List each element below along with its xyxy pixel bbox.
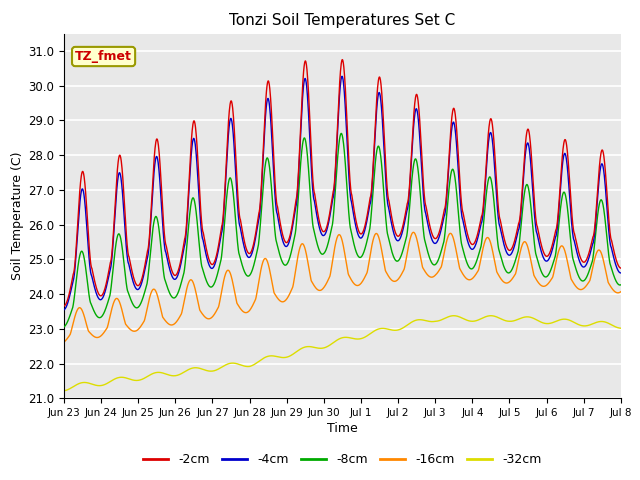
- Text: TZ_fmet: TZ_fmet: [75, 50, 132, 63]
- Title: Tonzi Soil Temperatures Set C: Tonzi Soil Temperatures Set C: [229, 13, 456, 28]
- X-axis label: Time: Time: [327, 422, 358, 435]
- Legend: -2cm, -4cm, -8cm, -16cm, -32cm: -2cm, -4cm, -8cm, -16cm, -32cm: [138, 448, 547, 471]
- Y-axis label: Soil Temperature (C): Soil Temperature (C): [11, 152, 24, 280]
